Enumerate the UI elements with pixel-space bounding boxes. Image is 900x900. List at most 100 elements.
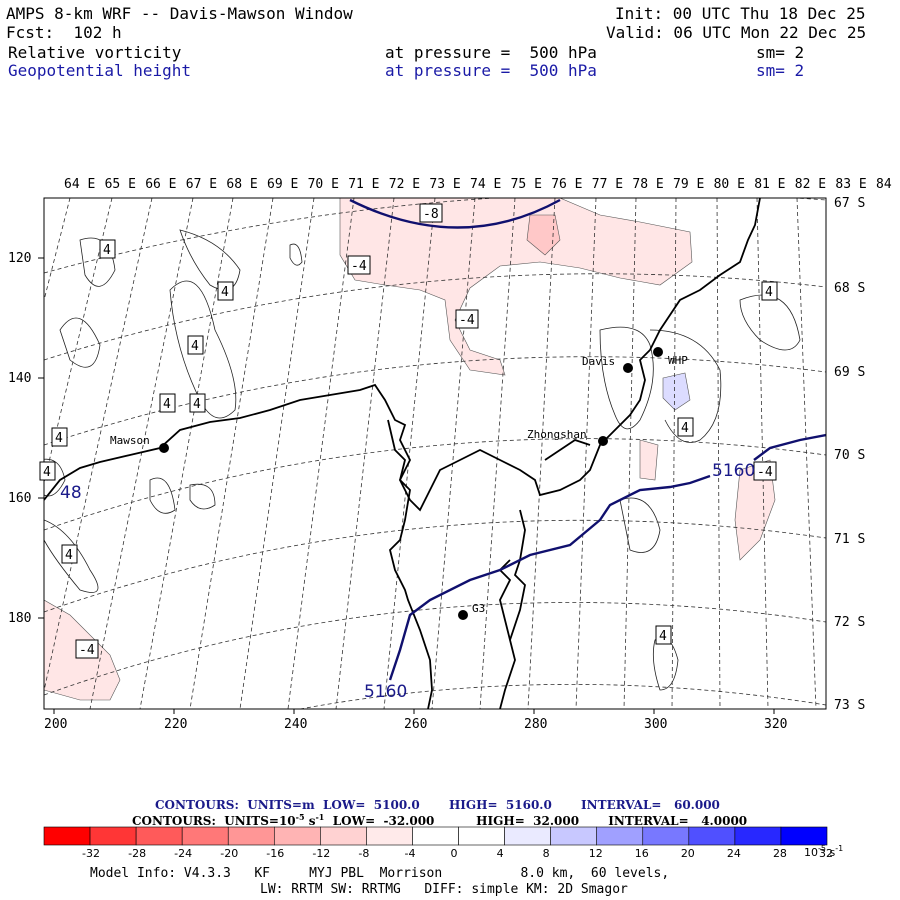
height-label: 48 xyxy=(60,483,82,503)
contour-label: 4 xyxy=(765,285,773,300)
contour-label-box xyxy=(655,625,672,645)
contour-label-box xyxy=(99,239,116,259)
vorticity-contour-info: CONTOURS: UNITS=10-5 s-1 LOW= -32.000 HI… xyxy=(132,812,748,828)
longitude-labels: 64 E 65 E 66 E 67 E 68 E 69 E 70 E 71 E 72 E 73 E… xyxy=(64,177,900,192)
colorbar-swatch xyxy=(412,826,459,846)
colorbar-tick: 32 xyxy=(819,847,833,860)
lon-label: 80 E xyxy=(714,177,745,192)
contour-label-box xyxy=(187,335,204,355)
lat-label: 72 S xyxy=(834,615,865,630)
lon-label: 70 E xyxy=(308,177,339,192)
y-tick-label: 160 xyxy=(8,491,31,506)
colorbar-tick: 8 xyxy=(543,847,550,860)
lat-label: 73 S xyxy=(834,698,865,713)
x-tick-label: 260 xyxy=(404,717,427,732)
y-axis-ticks: 120 140 160 180 xyxy=(8,251,44,626)
contour-label: 4 xyxy=(659,629,667,644)
x-axis-ticks: 200 220 240 260 280 300 320 xyxy=(44,709,787,732)
colorbar-swatch xyxy=(227,826,275,846)
contour-label-box xyxy=(75,639,99,659)
contour-label-box xyxy=(419,203,443,223)
colorbar-tick: 0 xyxy=(451,847,458,860)
lon-label: 84 E xyxy=(876,177,900,192)
contour-label-box xyxy=(159,393,176,413)
station-marker xyxy=(623,363,633,373)
colorbar-swatch xyxy=(734,826,782,846)
contour-label: 4 xyxy=(221,285,229,300)
colorbar-swatch xyxy=(596,826,644,846)
colorbar-swatch xyxy=(320,826,367,846)
height-label: 5160 xyxy=(364,682,407,702)
colorbar-tick: -32 xyxy=(82,847,100,860)
valid-time: Valid: 06 UTC Mon 22 Dec 25 xyxy=(606,23,867,42)
contour-label-box xyxy=(753,461,777,481)
colorbar-tick: -20 xyxy=(220,847,238,860)
lat-label: 69 S xyxy=(834,365,865,380)
contour-label-box xyxy=(455,309,479,329)
station-marker xyxy=(598,436,608,446)
x-tick-label: 300 xyxy=(644,717,667,732)
colorbar-tick: 4 xyxy=(497,847,504,860)
lon-label: 81 E xyxy=(754,177,785,192)
contour-label: -4 xyxy=(459,313,475,328)
field1-name: Relative vorticity xyxy=(8,43,182,62)
init-time: Init: 00 UTC Thu 18 Dec 25 xyxy=(615,4,866,23)
contour-label: 4 xyxy=(55,431,63,446)
colorbar-tick: 20 xyxy=(681,847,695,860)
colorbar-tick: 12 xyxy=(589,847,603,860)
contour-label: 4 xyxy=(103,243,111,258)
height-contours xyxy=(44,198,826,681)
station-label: G3 xyxy=(472,602,485,615)
lon-label: 75 E xyxy=(511,177,542,192)
contour-label: 4 xyxy=(191,339,199,354)
stations: Mawson Davis WHP Zhongshan G3 xyxy=(110,347,688,620)
x-tick-label: 240 xyxy=(284,717,307,732)
x-tick-label: 220 xyxy=(164,717,187,732)
lon-label: 66 E xyxy=(145,177,176,192)
station-marker xyxy=(159,443,169,453)
colorbar-swatch xyxy=(458,826,505,846)
contour-label: 4 xyxy=(163,397,171,412)
lat-label: 70 S xyxy=(834,448,865,463)
colorbar-ticks: -32 -28 -24 -20 -16 -12 -8 -4 0 4 8 12 16 20 24 28 32 xyxy=(82,847,833,860)
lon-label: 73 E xyxy=(429,177,460,192)
height-contour-info: CONTOURS: UNITS=m LOW= 5100.0 HIGH= 5160… xyxy=(155,798,720,812)
colorbar-tick: -28 xyxy=(128,847,146,860)
lat-label: 71 S xyxy=(834,532,865,547)
colorbar-swatch xyxy=(366,826,413,846)
contour-label: -4 xyxy=(757,465,773,480)
colorbar xyxy=(43,826,828,846)
height-contour-labels: 5160 5160 48 xyxy=(60,461,755,702)
colorbar-tick: 24 xyxy=(727,847,741,860)
field2-smoothing: sm= 2 xyxy=(756,61,805,80)
x-tick-label: 320 xyxy=(764,717,787,732)
contour-label: 4 xyxy=(43,465,51,480)
vorticity-contours xyxy=(44,229,801,691)
colorbar-tick: -16 xyxy=(266,847,284,860)
x-tick-label: 200 xyxy=(44,717,67,732)
colorbar-swatch xyxy=(89,826,137,846)
lat-label: 68 S xyxy=(834,281,865,296)
lon-label: 72 E xyxy=(389,177,420,192)
parallels xyxy=(44,198,826,709)
contour-label-box xyxy=(761,281,778,301)
contour-label-box xyxy=(39,461,56,481)
station-label: Zhongshan xyxy=(527,428,587,441)
lon-label: 74 E xyxy=(470,177,501,192)
contour-label: 4 xyxy=(65,548,73,563)
colorbar-swatch xyxy=(688,826,736,846)
contour-label-box xyxy=(677,417,694,437)
station-label: WHP xyxy=(668,354,688,367)
model-info: Model Info: V4.3.3 KF MYJ PBL Morrison 8… xyxy=(90,866,670,881)
colorbar-tick: 28 xyxy=(773,847,787,860)
height-label: 5160 xyxy=(712,461,755,481)
lon-label: 77 E xyxy=(592,177,623,192)
lon-label: 78 E xyxy=(632,177,663,192)
colorbar-tick: -24 xyxy=(174,847,192,860)
latitude-labels: 67 S 68 S 69 S 70 S 71 S 72 S 73 S xyxy=(834,196,865,713)
lon-label: 65 E xyxy=(105,177,136,192)
lat-label: 67 S xyxy=(834,196,865,211)
forecast-hour: Fcst: 102 h xyxy=(6,23,122,42)
x-tick-label: 280 xyxy=(524,717,547,732)
